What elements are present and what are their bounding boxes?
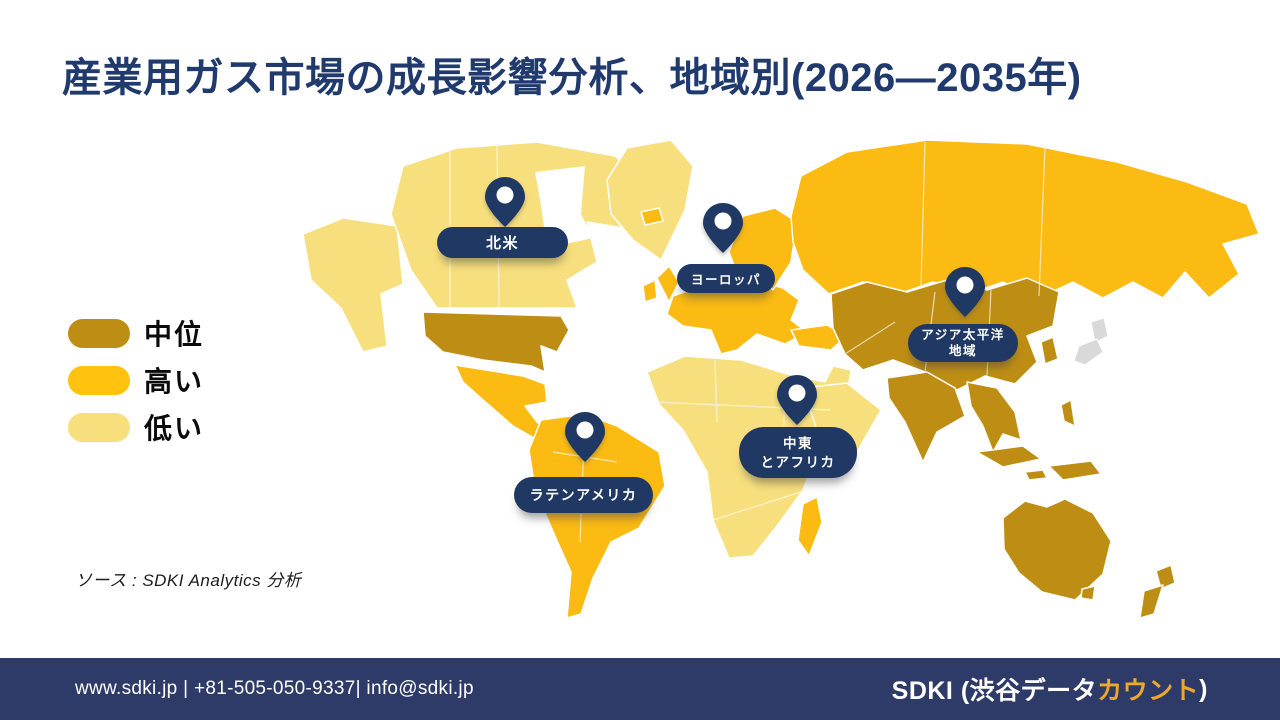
region-indochina <box>966 381 1022 453</box>
pin-europe-icon <box>703 203 743 253</box>
footer-bar: www.sdki.jp | +81-505-050-9337| info@sdk… <box>0 658 1280 720</box>
region-philippines <box>1060 399 1076 427</box>
region-korea <box>1040 336 1059 365</box>
japan-honshu <box>1073 338 1104 366</box>
region-new-zealand-north <box>1155 564 1176 590</box>
label-asia-pacific-line1: アジア太平洋 <box>921 328 1005 342</box>
region-madagascar <box>797 496 823 557</box>
source-note: ソース : SDKI Analytics 分析 <box>75 571 302 590</box>
legend-label-high: 高い <box>144 366 205 397</box>
pin-asia-pacific-icon <box>945 267 985 317</box>
label-north-america: 北米 <box>437 227 568 258</box>
legend-label-medium: 中位 <box>144 319 205 350</box>
legend-swatch-high <box>68 365 130 395</box>
legend-swatch-low <box>68 412 130 442</box>
label-latin-america: ラテンアメリカ <box>514 477 653 513</box>
legend-item-low: 低い <box>68 412 204 444</box>
label-asia-pacific: アジア太平洋 地域 <box>908 324 1018 362</box>
page-title: 産業用ガス市場の成長影響分析、地域別(2026—2035年) <box>62 56 1082 100</box>
region-russia <box>790 139 1260 299</box>
footer-brand-suffix: ) <box>1199 674 1208 703</box>
region-usa <box>422 311 570 373</box>
label-europe: ヨーロッパ <box>677 264 775 293</box>
label-asia-pacific-line2: 地域 <box>948 344 977 358</box>
label-middle-east-africa-line2: とアフリカ <box>760 454 836 470</box>
legend-item-medium: 中位 <box>68 318 204 350</box>
pin-middle-east-africa-icon <box>777 375 817 425</box>
region-australia <box>1002 498 1112 601</box>
label-north-america-text: 北米 <box>485 235 519 252</box>
legend-swatch-medium <box>68 318 130 348</box>
label-latin-america-text: ラテンアメリカ <box>529 487 638 503</box>
japan-hokkaido <box>1090 317 1109 344</box>
footer-brand: SDKI (渋谷データ カウント ) <box>892 658 1208 720</box>
legend-label-low: 低い <box>144 413 205 444</box>
region-tasmania <box>1080 585 1096 601</box>
region-india <box>886 371 966 463</box>
region-turkey <box>790 324 848 351</box>
region-new-zealand-south <box>1139 584 1164 619</box>
region-indonesia <box>976 445 1042 468</box>
world-map <box>285 122 1265 662</box>
region-ireland <box>642 279 658 303</box>
footer-contact: www.sdki.jp | +81-505-050-9337| info@sdk… <box>75 678 474 699</box>
label-middle-east-africa-line1: 中東 <box>783 435 813 451</box>
region-greenland <box>606 139 694 261</box>
region-iceland <box>640 207 664 226</box>
region-japan <box>1073 317 1109 366</box>
region-island <box>1024 469 1048 481</box>
legend-item-high: 高い <box>68 365 204 397</box>
region-new-guinea <box>1048 460 1102 481</box>
pin-latin-america-icon <box>565 412 605 462</box>
label-middle-east-africa: 中東 とアフリカ <box>739 427 857 478</box>
region-alaska <box>302 217 404 353</box>
footer-brand-accent: カウント <box>1097 677 1200 705</box>
world-map-svg <box>302 139 1260 619</box>
label-europe-text: ヨーロッパ <box>690 273 761 287</box>
pin-north-america-icon <box>485 177 525 227</box>
legend: 中位 高い 低い <box>68 318 204 459</box>
footer-brand-prefix: SDKI (渋谷データ <box>891 677 1098 705</box>
